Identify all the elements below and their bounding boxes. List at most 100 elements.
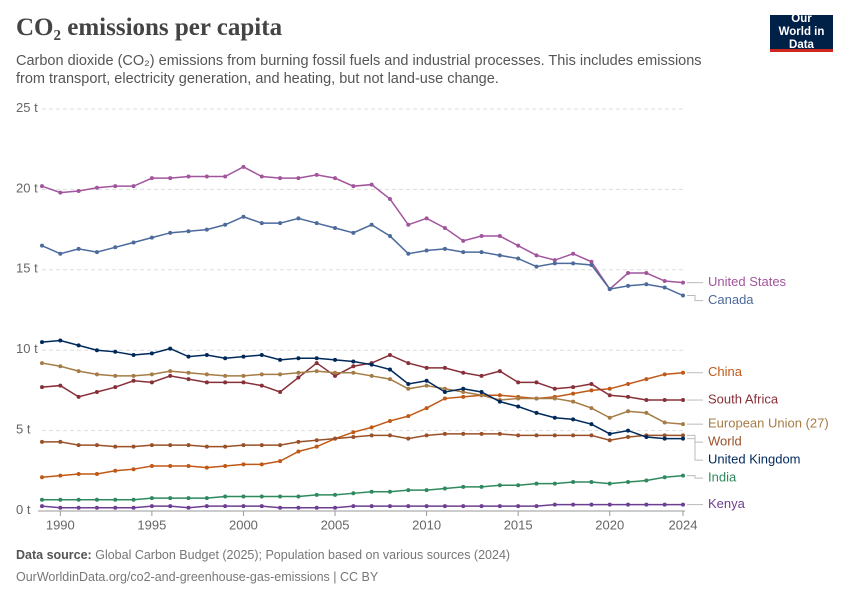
data-point <box>387 367 392 372</box>
data-point <box>149 351 154 356</box>
series-line <box>41 503 683 509</box>
data-point <box>76 369 81 374</box>
data-point <box>296 505 301 510</box>
x-tick-label: 2000 <box>229 517 258 532</box>
data-point <box>113 349 118 354</box>
data-point <box>552 258 557 263</box>
data-point <box>662 475 667 480</box>
data-point <box>204 444 209 449</box>
data-point <box>424 378 429 383</box>
data-point <box>681 293 685 298</box>
data-point <box>662 279 667 284</box>
data-point <box>241 380 246 385</box>
data-point <box>186 443 191 448</box>
data-point <box>424 365 429 370</box>
x-tick-label: 2015 <box>504 517 533 532</box>
data-point <box>424 406 429 411</box>
data-point <box>644 271 649 276</box>
data-point <box>259 383 264 388</box>
data-point <box>442 486 447 491</box>
data-point <box>241 494 246 499</box>
data-point <box>534 264 539 269</box>
data-point <box>241 164 246 169</box>
data-point <box>58 497 63 502</box>
data-point <box>442 504 447 509</box>
data-point <box>497 483 502 488</box>
data-point <box>607 287 612 292</box>
data-point <box>314 444 319 449</box>
legend-label: World <box>708 434 742 449</box>
data-point <box>351 359 356 364</box>
data-point <box>461 431 466 436</box>
data-point <box>497 369 502 374</box>
data-point <box>186 377 191 382</box>
legend-label: United Kingdom <box>708 452 801 467</box>
data-point <box>534 380 539 385</box>
data-point <box>259 462 264 467</box>
data-point <box>259 372 264 377</box>
data-point <box>113 444 118 449</box>
data-point <box>168 369 173 374</box>
data-point <box>681 398 685 403</box>
data-point <box>607 438 612 443</box>
data-point <box>113 505 118 510</box>
data-point <box>259 353 264 358</box>
data-point <box>607 502 612 507</box>
data-point <box>424 383 429 388</box>
series-line <box>41 362 684 425</box>
data-point <box>204 504 209 509</box>
data-point <box>387 418 392 423</box>
data-point <box>589 480 594 485</box>
data-point <box>351 184 356 189</box>
data-point <box>442 386 447 391</box>
data-point <box>149 380 154 385</box>
label-connector <box>687 475 703 479</box>
data-point <box>149 235 154 240</box>
data-point <box>149 176 154 181</box>
data-point <box>76 246 81 251</box>
data-point <box>58 338 63 343</box>
data-point <box>58 190 63 195</box>
data-point <box>571 391 576 396</box>
data-point <box>644 398 649 403</box>
data-point <box>314 356 319 361</box>
series-line <box>42 433 683 448</box>
data-point <box>497 399 502 404</box>
data-point <box>571 480 576 485</box>
data-point <box>607 415 612 420</box>
data-point <box>479 390 484 395</box>
data-point <box>516 483 521 488</box>
data-point <box>223 373 228 378</box>
data-point <box>223 174 228 179</box>
x-tick-label: 2024 <box>669 517 698 532</box>
data-point <box>333 436 338 441</box>
data-point <box>681 433 685 438</box>
data-point <box>626 271 631 276</box>
data-point <box>369 425 374 430</box>
y-tick-label: 15 t <box>16 261 38 276</box>
data-point <box>94 443 99 448</box>
data-point <box>223 222 228 227</box>
series-line <box>41 354 683 401</box>
data-point <box>241 504 246 509</box>
data-point <box>149 372 154 377</box>
data-point <box>76 189 81 194</box>
data-point <box>241 354 246 359</box>
data-point <box>186 229 191 234</box>
footer-link[interactable]: OurWorldinData.org/co2-and-greenhouse-ga… <box>16 570 379 584</box>
data-point <box>662 398 667 403</box>
data-point <box>40 243 44 248</box>
data-point <box>351 430 356 435</box>
data-point <box>369 222 374 227</box>
data-point <box>113 497 118 502</box>
data-point <box>644 410 649 415</box>
data-point <box>296 494 301 499</box>
data-point <box>479 504 484 509</box>
logo[interactable]: Our World in Data <box>770 13 833 52</box>
source: Data source: Global Carbon Budget (2025)… <box>16 548 510 562</box>
source-label: Data source: <box>16 548 92 562</box>
data-point <box>516 433 521 438</box>
legend-label: United States <box>708 274 787 289</box>
legend-label: European Union (27) <box>708 416 829 431</box>
data-point <box>497 253 502 258</box>
